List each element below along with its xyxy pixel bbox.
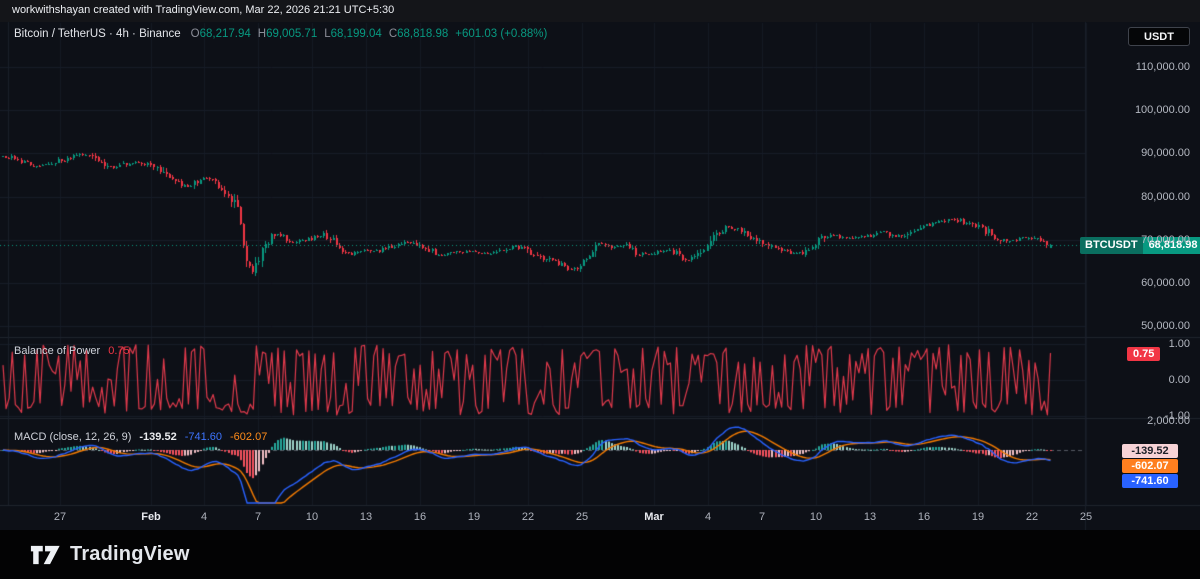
- macd-line-badge: -741.60: [1122, 474, 1178, 488]
- macd-axis-badges: -139.52 -602.07 -741.60: [1122, 444, 1178, 489]
- axis-time-label: 22: [1025, 511, 1039, 523]
- axis-time-label: 19: [467, 511, 481, 523]
- axis-time-label: 27: [53, 511, 67, 523]
- last-price-badge: BTCUSDT 68,818.98: [1080, 237, 1200, 254]
- tradingview-brand-text[interactable]: TradingView: [70, 543, 190, 565]
- macd-hist-badge: -139.52: [1122, 444, 1178, 458]
- axis-time-label: Feb: [141, 511, 161, 523]
- tradingview-logo-icon[interactable]: [30, 544, 61, 566]
- axis-price-label: 80,000.00: [1141, 190, 1190, 203]
- macd-signal-badge: -602.07: [1122, 459, 1178, 473]
- bop-legend: Balance of Power 0.75: [14, 345, 130, 357]
- axis-price-label: 50,000.00: [1141, 320, 1190, 332]
- axis-price-label: 2,000.00: [1147, 415, 1190, 427]
- axis-price-label: 110,000.00: [1135, 61, 1190, 73]
- ohlc-open: O68,217.94: [190, 28, 251, 40]
- bop-title: Balance of Power: [14, 345, 101, 357]
- bop-value: 0.75: [108, 345, 130, 357]
- macd-line-value: -741.60: [184, 431, 222, 443]
- ohlc-close: C68,818.98: [388, 28, 449, 40]
- axis-time-label: 7: [254, 511, 262, 523]
- chart-canvas[interactable]: [0, 0, 1200, 530]
- axis-time-label: 7: [758, 511, 766, 523]
- axis-time-label: 19: [971, 511, 985, 523]
- axis-price-label: 100,000.00: [1134, 104, 1190, 117]
- change-readout: +601.03 (+0.88%): [455, 28, 548, 40]
- axis-time-label: 13: [359, 511, 373, 523]
- axis-time-label: 4: [704, 511, 712, 523]
- axis-price-label: 60,000.00: [1141, 276, 1190, 289]
- axis-price-label: 70,000.00: [1141, 233, 1190, 246]
- macd-hist-value: -139.52: [139, 431, 177, 443]
- axis-time-label: 16: [917, 511, 931, 523]
- currency-toggle-button[interactable]: USDT: [1128, 27, 1190, 46]
- last-price-value: 68,818.98: [1142, 237, 1200, 254]
- axis-time-label: 22: [521, 511, 535, 523]
- axis-time-label: 25: [575, 511, 589, 523]
- axis-time-label: 10: [809, 511, 823, 523]
- ohlc-high: H69,005.71: [257, 28, 318, 40]
- ohlc-low: L68,199.04: [324, 28, 382, 40]
- macd-legend: MACD (close, 12, 26, 9) -139.52 -741.60 …: [14, 431, 267, 443]
- axis-time-label: 16: [413, 511, 427, 523]
- axis-price-label: 90,000.00: [1141, 147, 1190, 160]
- axis-time-label: 10: [305, 511, 319, 523]
- macd-signal-value: -602.07: [230, 431, 268, 443]
- footer-bar: TradingView: [0, 530, 1200, 579]
- axis-time-label: 13: [863, 511, 877, 523]
- bop-axis-badge: 0.75: [1127, 347, 1161, 361]
- macd-title: MACD (close, 12, 26, 9): [14, 431, 132, 443]
- symbol-title: Bitcoin / TetherUS · 4h · Binance: [14, 28, 181, 40]
- symbol-legend: Bitcoin / TetherUS · 4h · Binance O68,21…: [14, 28, 547, 40]
- axis-price-label: 1.00: [1168, 338, 1190, 350]
- last-price-symbol: BTCUSDT: [1080, 237, 1143, 254]
- axis-time-label: 25: [1079, 511, 1093, 523]
- axis-price-label: -1.00: [1164, 410, 1190, 422]
- axis-time-label: 4: [200, 511, 208, 523]
- axis-price-label: 0.00: [1168, 374, 1190, 386]
- axis-time-label: Mar: [644, 511, 664, 523]
